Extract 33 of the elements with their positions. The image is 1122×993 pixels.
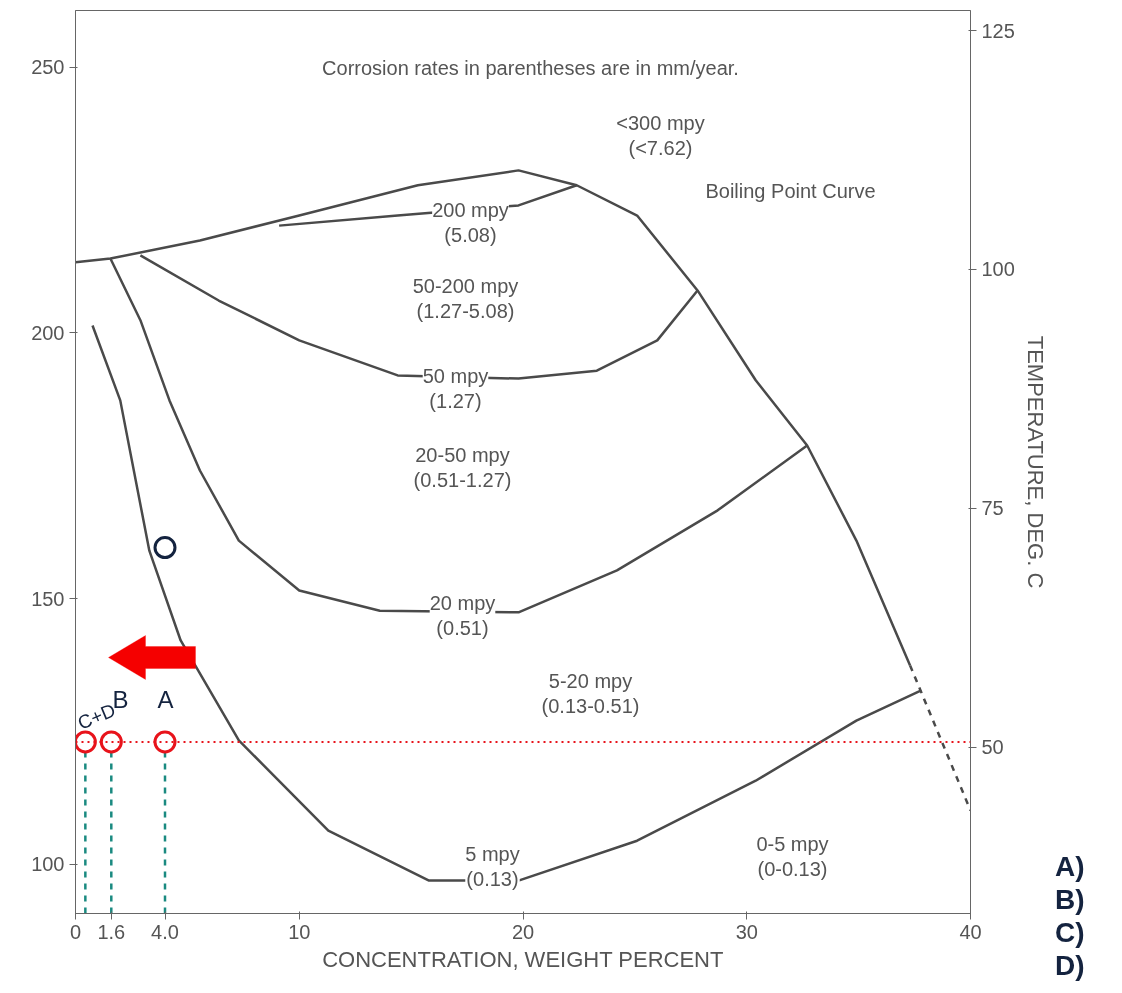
y-tick-label: 150 xyxy=(31,587,65,610)
x-tick-label: 30 xyxy=(735,920,758,943)
annotation: A xyxy=(157,686,174,713)
annotation: 200 mpy (5.08) xyxy=(432,198,509,247)
y2-tick-label: 50 xyxy=(981,736,1004,759)
y-tick-label: 100 xyxy=(31,853,65,876)
text: C) xyxy=(1055,917,1085,948)
annotation: 20 mpy (0.51) xyxy=(429,591,496,640)
x-tick-label: 20 xyxy=(511,920,535,943)
y2-tick-label: 100 xyxy=(981,258,1015,281)
annotation: 50-200 mpy (1.27-5.08) xyxy=(412,274,519,323)
annotation: <300 mpy (<7.62) xyxy=(616,111,705,160)
text: D) xyxy=(1055,950,1085,981)
annotation: 20-50 mpy (0.51-1.27) xyxy=(413,443,512,492)
x-axis-title: CONCENTRATION, WEIGHT PERCENT xyxy=(322,946,724,972)
text: B) xyxy=(1055,884,1085,915)
y2-tick-label: 125 xyxy=(981,19,1015,42)
x-tick-label: 10 xyxy=(288,920,311,943)
x-tick-label: 1.6 xyxy=(97,920,126,943)
y-tick-label: 200 xyxy=(31,321,65,344)
x-tick-label: 4.0 xyxy=(151,920,179,943)
y2-tick-label: 75 xyxy=(981,497,1004,520)
annotation: 0-5 mpy (0-0.13) xyxy=(756,832,829,881)
x-tick-label: 40 xyxy=(959,920,982,943)
y2-axis-title: TEMPERATURE, DEG. C xyxy=(1022,335,1048,589)
annotation: Corrosion rates in parentheses are in mm/year. xyxy=(322,56,739,79)
x-tick-label: 0 xyxy=(69,920,82,943)
annotation: Boiling Point Curve xyxy=(705,179,876,202)
annotation: 5-20 mpy (0.13-0.51) xyxy=(541,669,640,718)
annotation: 50 mpy (1.27) xyxy=(422,364,489,413)
text: A) xyxy=(1055,851,1085,882)
y-tick-label: 250 xyxy=(31,56,65,79)
annotation: 5 mpy (0.13) xyxy=(465,842,520,891)
